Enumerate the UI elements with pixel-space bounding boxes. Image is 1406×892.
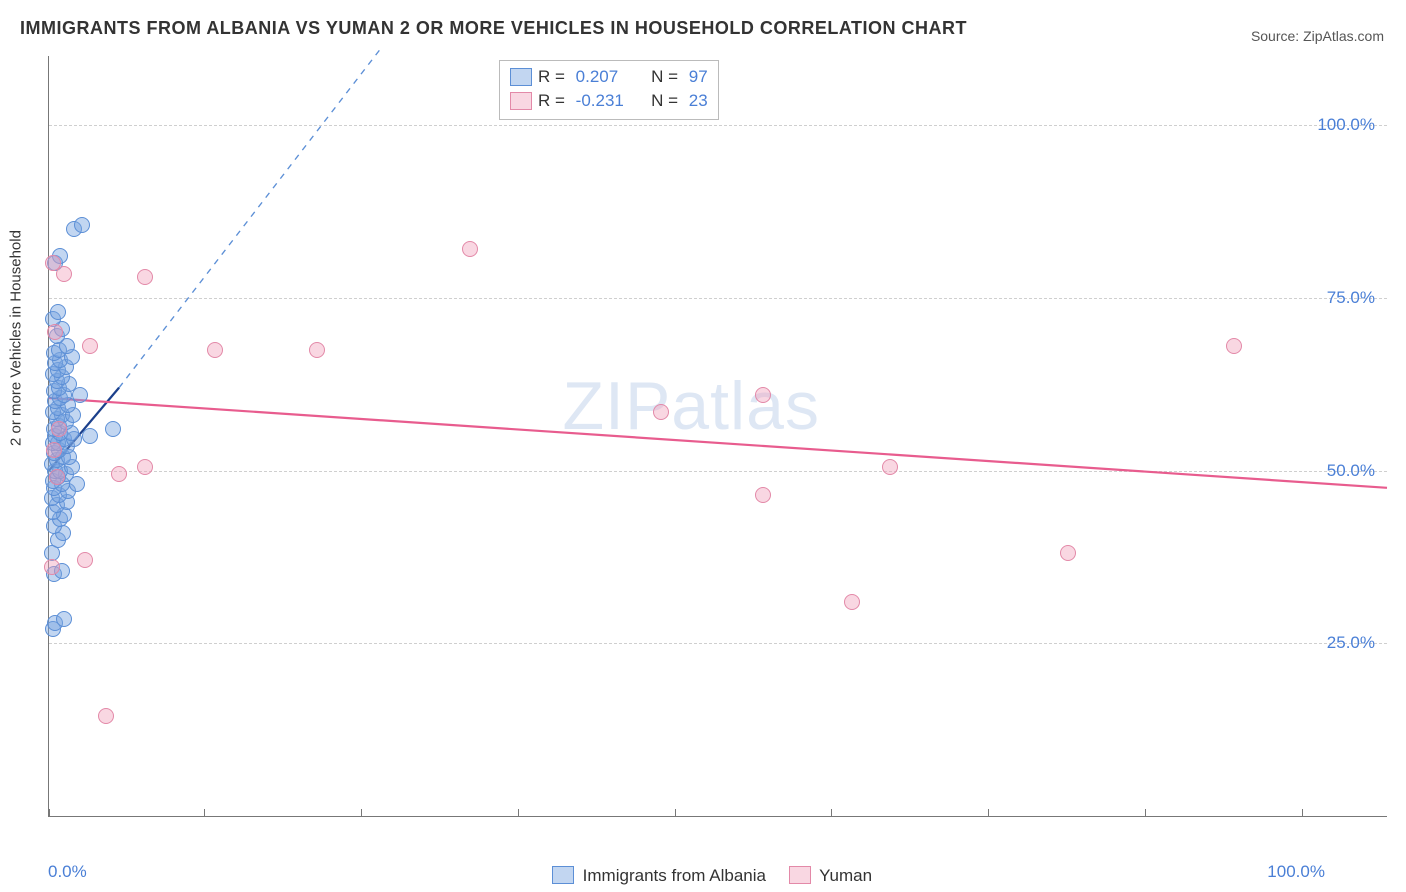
legend-swatch [510,92,532,110]
scatter-point [98,708,114,724]
scatter-point [82,338,98,354]
scatter-point [51,421,67,437]
legend-n-value: 97 [689,65,708,89]
y-axis-label: 2 or more Vehicles in Household [8,230,25,446]
x-axis-legend: Immigrants from Albania Yuman [0,866,1406,886]
scatter-point [77,552,93,568]
scatter-point [755,487,771,503]
scatter-point [45,255,61,271]
trendlines-svg [49,56,1387,816]
scatter-point [74,217,90,233]
scatter-point [137,269,153,285]
legend-label-blue: Immigrants from Albania [583,866,766,885]
scatter-point [56,611,72,627]
scatter-point [49,469,65,485]
source-label: Source: ZipAtlas.com [1251,28,1384,44]
legend-swatch [510,68,532,86]
scatter-point [844,594,860,610]
scatter-point [105,421,121,437]
plot-area: ZIPatlas 25.0%50.0%75.0%100.0%R = 0.207 … [48,56,1387,817]
legend-r-value: -0.231 [576,89,636,113]
scatter-point [50,304,66,320]
x-tick-label: 100.0% [1267,862,1325,882]
chart-title: IMMIGRANTS FROM ALBANIA VS YUMAN 2 OR MO… [20,18,967,39]
scatter-point [47,324,63,340]
legend-swatch-blue [552,866,574,884]
legend-swatch-pink [789,866,811,884]
scatter-point [653,404,669,420]
legend-r-value: 0.207 [576,65,636,89]
x-tick-label: 0.0% [48,862,87,882]
scatter-point [1060,545,1076,561]
scatter-point [46,442,62,458]
scatter-point [462,241,478,257]
scatter-point [111,466,127,482]
scatter-point [137,459,153,475]
legend-n-value: 23 [689,89,708,113]
legend-label-pink: Yuman [819,866,872,885]
scatter-point [82,428,98,444]
scatter-point [1226,338,1242,354]
legend-row: R = -0.231 N = 23 [510,89,708,113]
scatter-point [755,387,771,403]
scatter-point [309,342,325,358]
legend-row: R = 0.207 N = 97 [510,65,708,89]
scatter-point [207,342,223,358]
scatter-point [882,459,898,475]
scatter-point [44,559,60,575]
correlation-legend: R = 0.207 N = 97R = -0.231 N = 23 [499,60,719,120]
